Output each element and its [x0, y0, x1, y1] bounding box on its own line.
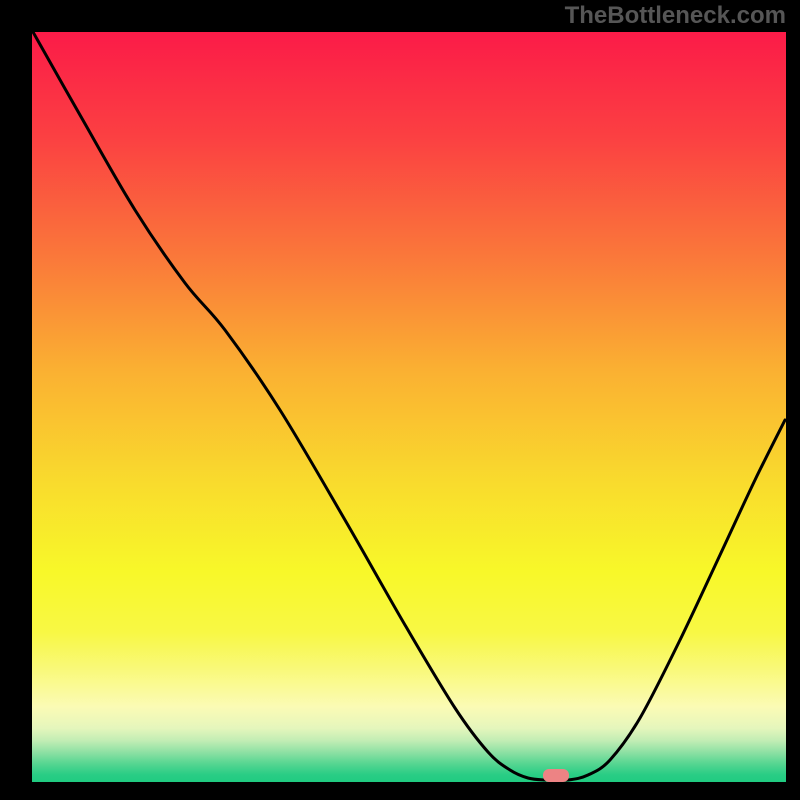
- optimal-point-marker: [543, 769, 569, 782]
- bottleneck-chart: [32, 32, 786, 782]
- chart-gradient-background: [32, 32, 786, 782]
- watermark-text: TheBottleneck.com: [565, 2, 786, 30]
